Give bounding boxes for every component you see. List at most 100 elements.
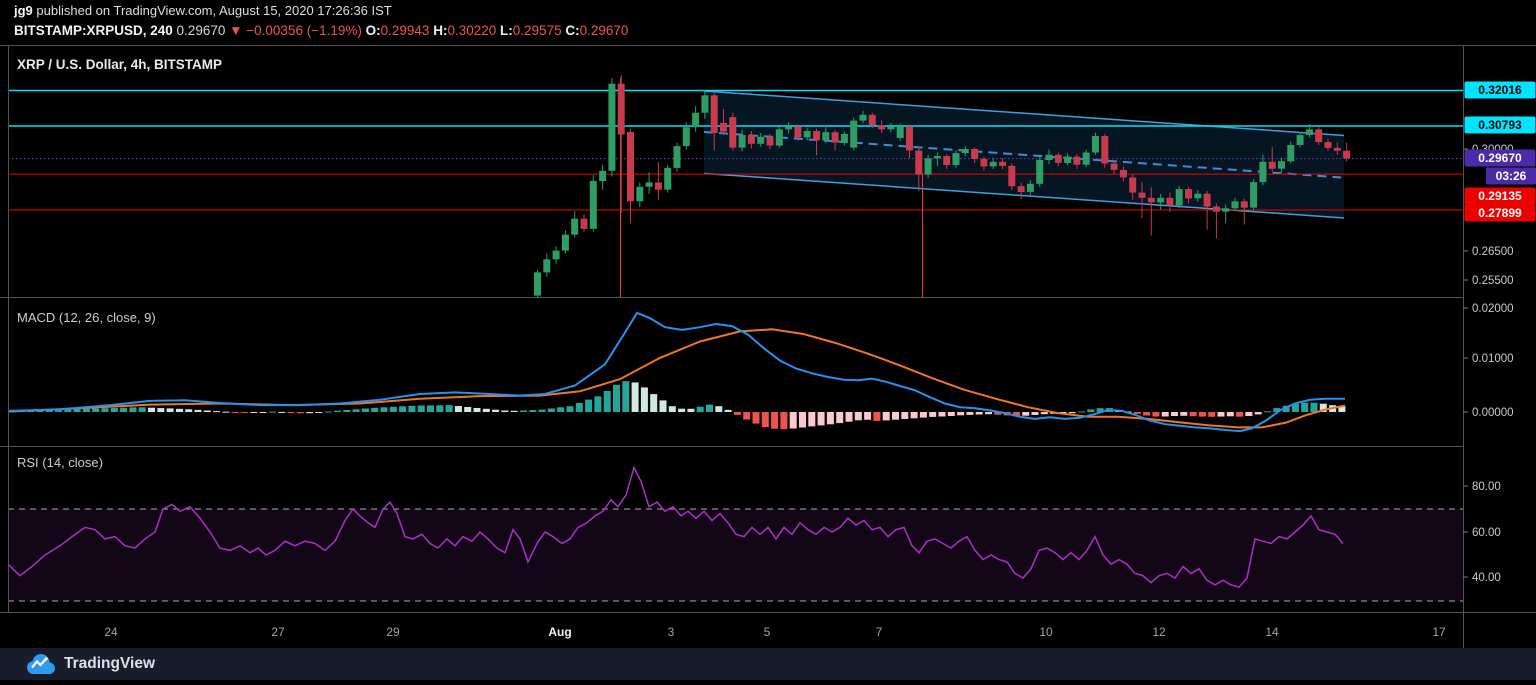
candle-body bbox=[608, 83, 616, 171]
macd-histogram-bar bbox=[808, 412, 816, 427]
time-label: 14 bbox=[1265, 625, 1279, 639]
macd-histogram-bar bbox=[492, 409, 500, 412]
candle-body bbox=[1324, 142, 1332, 148]
macd-histogram-bar bbox=[148, 407, 155, 412]
macd-histogram-bar bbox=[817, 412, 825, 426]
macd-histogram-bar bbox=[947, 412, 955, 416]
macd-line bbox=[9, 311, 1345, 433]
candle-body bbox=[747, 135, 755, 144]
macd-histogram-bar bbox=[296, 412, 304, 414]
macd-histogram-bar bbox=[594, 396, 602, 412]
bottom-strip bbox=[0, 680, 1536, 685]
candle-body bbox=[1250, 182, 1258, 208]
channel-lower-line[interactable] bbox=[703, 172, 1345, 219]
macd-histogram-bar bbox=[1254, 412, 1262, 415]
candle-body bbox=[1110, 163, 1118, 170]
macd-histogram-bar bbox=[1133, 412, 1141, 414]
macd-histogram-bar bbox=[678, 408, 686, 412]
channel-upper-line[interactable] bbox=[703, 90, 1345, 137]
macd-histogram-bar bbox=[715, 406, 723, 412]
candle-body bbox=[803, 131, 811, 138]
candle-body bbox=[599, 170, 607, 181]
candle-body bbox=[1222, 208, 1230, 212]
macd-histogram-bar bbox=[1282, 405, 1290, 412]
candle-body bbox=[785, 126, 793, 130]
macd-histogram-bar bbox=[1291, 404, 1299, 412]
candle-body bbox=[664, 167, 672, 190]
close-label: C: bbox=[565, 23, 580, 38]
time-label: 29 bbox=[386, 625, 400, 639]
open-label: O: bbox=[365, 23, 381, 38]
macd-histogram-bar bbox=[743, 412, 751, 420]
symbol-info-bar: BITSTAMP:XRPUSD, 240 0.29670 ▼ −0.00356 … bbox=[14, 23, 628, 38]
candle-body bbox=[589, 180, 597, 229]
macd-histogram-bar bbox=[352, 409, 360, 412]
candle-body bbox=[720, 122, 727, 132]
candle-body bbox=[840, 133, 848, 143]
macd-histogram-bar bbox=[194, 409, 202, 412]
macd-histogram-bar bbox=[538, 409, 546, 412]
macd-histogram-bar bbox=[473, 408, 481, 412]
candle-body bbox=[1185, 189, 1192, 199]
macd-histogram-bar bbox=[957, 412, 965, 416]
candle-body bbox=[999, 161, 1006, 166]
candle-body bbox=[766, 136, 774, 146]
macd-histogram-bar bbox=[547, 408, 555, 412]
time-label: Aug bbox=[548, 625, 571, 639]
candle-body bbox=[1315, 129, 1323, 143]
macd-histogram-bar bbox=[268, 411, 276, 413]
time-label: 5 bbox=[764, 625, 771, 639]
macd-histogram-bar bbox=[1189, 412, 1197, 417]
axis-label: 0.00000 bbox=[1472, 407, 1514, 419]
macd-histogram-bar bbox=[687, 408, 695, 412]
candle-body bbox=[1054, 154, 1062, 163]
candle-body bbox=[933, 156, 941, 159]
high-label: H: bbox=[433, 23, 448, 38]
macd-histogram-bar bbox=[287, 412, 295, 413]
macd-histogram-bar bbox=[110, 407, 118, 412]
macd-histogram-bar bbox=[92, 408, 100, 412]
chart-canvas[interactable]: 0.02000 0.01000 0.00000 80.00 60.00 40.00 0.30… bbox=[0, 0, 1536, 648]
macd-histogram-bar bbox=[1031, 412, 1039, 415]
channel-mid-dashed-line[interactable] bbox=[703, 130, 1342, 179]
macd-histogram-bar bbox=[1198, 412, 1206, 417]
rsi-pane[interactable] bbox=[8, 465, 1463, 602]
tradingview-logo-icon[interactable] bbox=[26, 653, 56, 675]
price-badge-countdown bbox=[1486, 167, 1536, 185]
brand-name[interactable]: TradingView bbox=[64, 655, 156, 672]
candle-body bbox=[775, 129, 783, 146]
macd-pane[interactable] bbox=[8, 311, 1346, 433]
rsi-band bbox=[9, 509, 1463, 601]
candle-body bbox=[1073, 156, 1081, 165]
candle-body bbox=[636, 186, 644, 202]
macd-histogram-bar bbox=[1022, 412, 1030, 416]
macd-histogram-bar bbox=[361, 408, 369, 412]
time-label: 12 bbox=[1152, 625, 1166, 639]
candle-body bbox=[813, 131, 820, 141]
candle-body bbox=[534, 272, 541, 296]
macd-histogram-bar bbox=[389, 406, 397, 412]
macd-histogram-bar bbox=[603, 390, 611, 412]
candle-body bbox=[989, 161, 997, 167]
macd-histogram-bar bbox=[1078, 411, 1085, 413]
macd-histogram-bar bbox=[1012, 412, 1020, 417]
candle-body bbox=[571, 218, 579, 235]
macd-histogram-bar bbox=[1152, 412, 1160, 417]
last-price: 0.29670 bbox=[176, 23, 226, 38]
candle-body bbox=[738, 135, 746, 148]
macd-histogram-bar bbox=[799, 412, 806, 428]
candle-body bbox=[682, 127, 690, 147]
time-scale-axis[interactable]: 24 27 29 Aug 3 5 7 10 12 14 17 bbox=[104, 625, 1446, 639]
macd-histogram-bar bbox=[1087, 409, 1095, 412]
macd-histogram-bar bbox=[520, 410, 527, 412]
price-pane[interactable] bbox=[8, 75, 1463, 300]
low-label: L: bbox=[500, 23, 513, 38]
price-scale-axis[interactable]: 0.02000 0.01000 0.00000 80.00 60.00 40.00 0.30… bbox=[1463, 81, 1536, 585]
candle-body bbox=[924, 158, 932, 175]
macd-histogram-bar bbox=[138, 407, 146, 412]
macd-histogram-bar bbox=[324, 411, 332, 413]
candle-body bbox=[952, 153, 960, 165]
macd-histogram-bar bbox=[82, 408, 90, 412]
macd-histogram-bar bbox=[213, 411, 221, 413]
time-label: 3 bbox=[668, 625, 675, 639]
